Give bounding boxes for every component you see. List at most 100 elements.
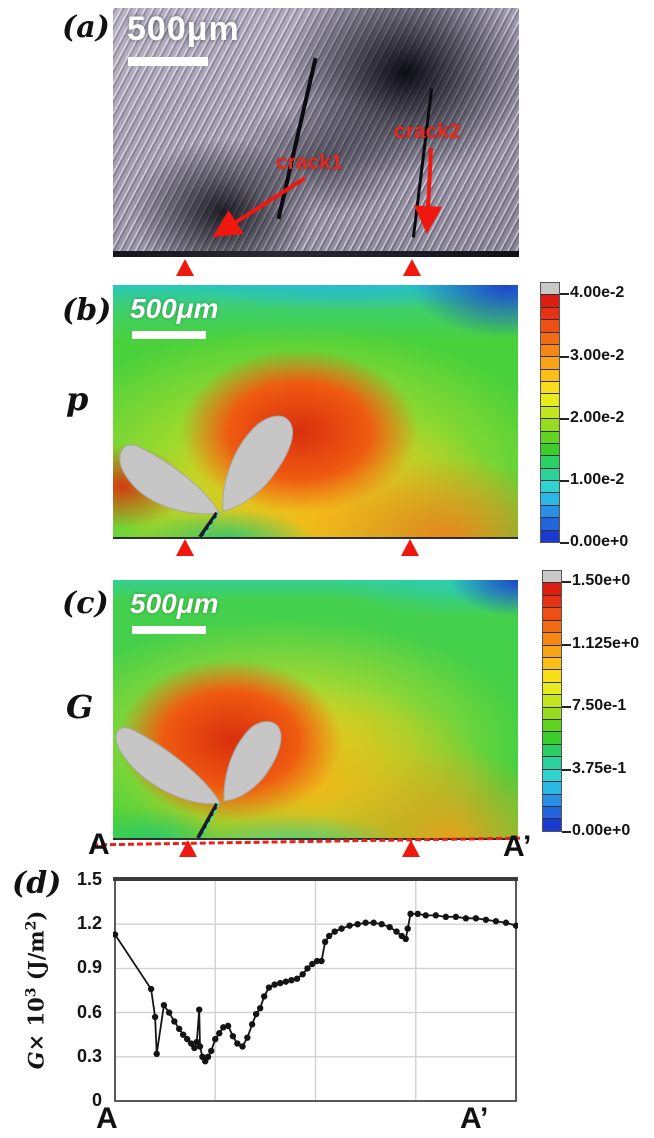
colorbar-tick-label: 4.00e-2 xyxy=(570,284,625,302)
data-point xyxy=(193,1038,201,1046)
g-contour-map: 500μm xyxy=(113,580,518,840)
data-point xyxy=(229,1032,237,1040)
pressure-colorbar: 4.00e-2 3.00e-2 2.00e-2 1.00e-2 0.00e+0 xyxy=(540,282,654,550)
data-point xyxy=(224,1022,232,1030)
data-point xyxy=(462,915,470,922)
crack1-position-marker-b xyxy=(176,539,194,556)
colorbar-band xyxy=(543,571,561,584)
colorbar-tick xyxy=(560,293,569,296)
colorbar-band xyxy=(543,782,561,795)
data-point xyxy=(165,1009,173,1016)
data-point xyxy=(196,1043,204,1050)
colorbar-band xyxy=(541,283,559,296)
data-point xyxy=(175,1025,183,1033)
left-wing-shape xyxy=(119,444,220,515)
data-point xyxy=(288,976,295,984)
data-point xyxy=(153,1050,160,1058)
data-point xyxy=(234,1040,241,1047)
colorbar-tick xyxy=(562,643,571,646)
colorbar-bands xyxy=(542,570,562,832)
scale-bar-label-b: 500μm xyxy=(130,293,219,324)
data-point xyxy=(325,932,333,940)
sample-edge xyxy=(113,251,519,257)
data-point xyxy=(338,925,345,932)
data-point xyxy=(282,978,290,985)
data-point xyxy=(512,922,520,929)
data-point xyxy=(271,981,278,988)
colorbar-tick-label: 3.00e-2 xyxy=(570,346,625,364)
data-point xyxy=(220,1024,227,1031)
colorbar-tick-label: 3.75e-1 xyxy=(572,759,627,777)
data-point xyxy=(239,1043,246,1050)
colorbar-tick-label: 1.50e+0 xyxy=(572,572,631,590)
data-point xyxy=(378,921,385,928)
data-point xyxy=(299,971,306,978)
data-point xyxy=(313,957,321,965)
colorbar-band xyxy=(543,720,561,733)
data-point xyxy=(277,979,284,987)
colorbar-band xyxy=(543,695,561,708)
colorbar-band xyxy=(543,657,561,671)
colorbar-band xyxy=(541,369,559,382)
colorbar-tick xyxy=(562,706,571,709)
colorbar-tick-label: 2.00e-2 xyxy=(570,408,625,426)
colorbar-band xyxy=(543,633,561,646)
data-point xyxy=(414,910,421,918)
panel-c-label: (c) xyxy=(62,586,109,621)
left-wing-shape xyxy=(115,727,221,805)
colorbar-tick xyxy=(560,417,569,420)
crack-arrows xyxy=(212,147,443,238)
colorbar-band xyxy=(543,819,561,831)
x-axis-start-label: A xyxy=(96,1102,118,1135)
data-point xyxy=(442,913,450,921)
colorbar-band xyxy=(541,518,559,531)
data-point xyxy=(111,931,119,938)
colorbar-band xyxy=(541,530,559,542)
colorbar-tick xyxy=(560,355,569,358)
data-point xyxy=(293,975,301,982)
crack2-position-marker-b xyxy=(401,539,419,556)
data-point xyxy=(196,1006,203,1013)
colorbar-band xyxy=(541,307,559,321)
data-point xyxy=(472,915,480,922)
colorbar-band xyxy=(541,443,559,457)
colorbar-band xyxy=(543,769,561,783)
crack-slit xyxy=(196,803,219,838)
colorbar-band xyxy=(541,344,559,358)
data-point xyxy=(346,922,353,929)
energy-release-rate-symbol: G xyxy=(66,688,94,726)
y-tick-label: 0.6 xyxy=(76,1001,102,1022)
data-point xyxy=(208,1047,215,1055)
colorbar-tick-label: 7.50e-1 xyxy=(572,697,627,715)
data-point xyxy=(171,1018,178,1025)
scale-bar-label-c: 500μm xyxy=(130,588,219,619)
colorbar-band xyxy=(541,406,559,420)
data-point xyxy=(265,984,273,991)
colorbar-band xyxy=(543,794,561,808)
colorbar-tick xyxy=(562,581,571,584)
data-point xyxy=(318,957,325,965)
data-point xyxy=(502,919,510,926)
colorbar-band xyxy=(543,682,561,696)
y-tick-label: 0.3 xyxy=(76,1045,102,1066)
scale-bar-label-a: 500μm xyxy=(127,10,240,48)
colorbar-band xyxy=(543,707,561,721)
data-point xyxy=(256,1004,264,1012)
data-point xyxy=(160,1002,168,1009)
colorbar-tick xyxy=(562,768,571,771)
data-point xyxy=(151,1013,159,1021)
colorbar-band xyxy=(541,419,559,432)
data-point xyxy=(248,1021,256,1028)
cavity-butterfly-shape-b xyxy=(119,415,293,537)
data-point xyxy=(402,935,409,943)
colorbar-tick xyxy=(560,479,569,482)
scale-bar-c xyxy=(132,626,206,634)
crack1-label: crack1 xyxy=(276,151,343,174)
crack1-position-marker xyxy=(176,259,194,276)
cavity-butterfly-shape-c xyxy=(115,721,282,838)
colorbar-band xyxy=(543,645,561,658)
micrograph-image: 500μm crack1 crack2 xyxy=(113,8,519,257)
y-axis-unit-exponent: 2 xyxy=(23,920,40,931)
crack1-position-marker-c xyxy=(179,840,197,857)
